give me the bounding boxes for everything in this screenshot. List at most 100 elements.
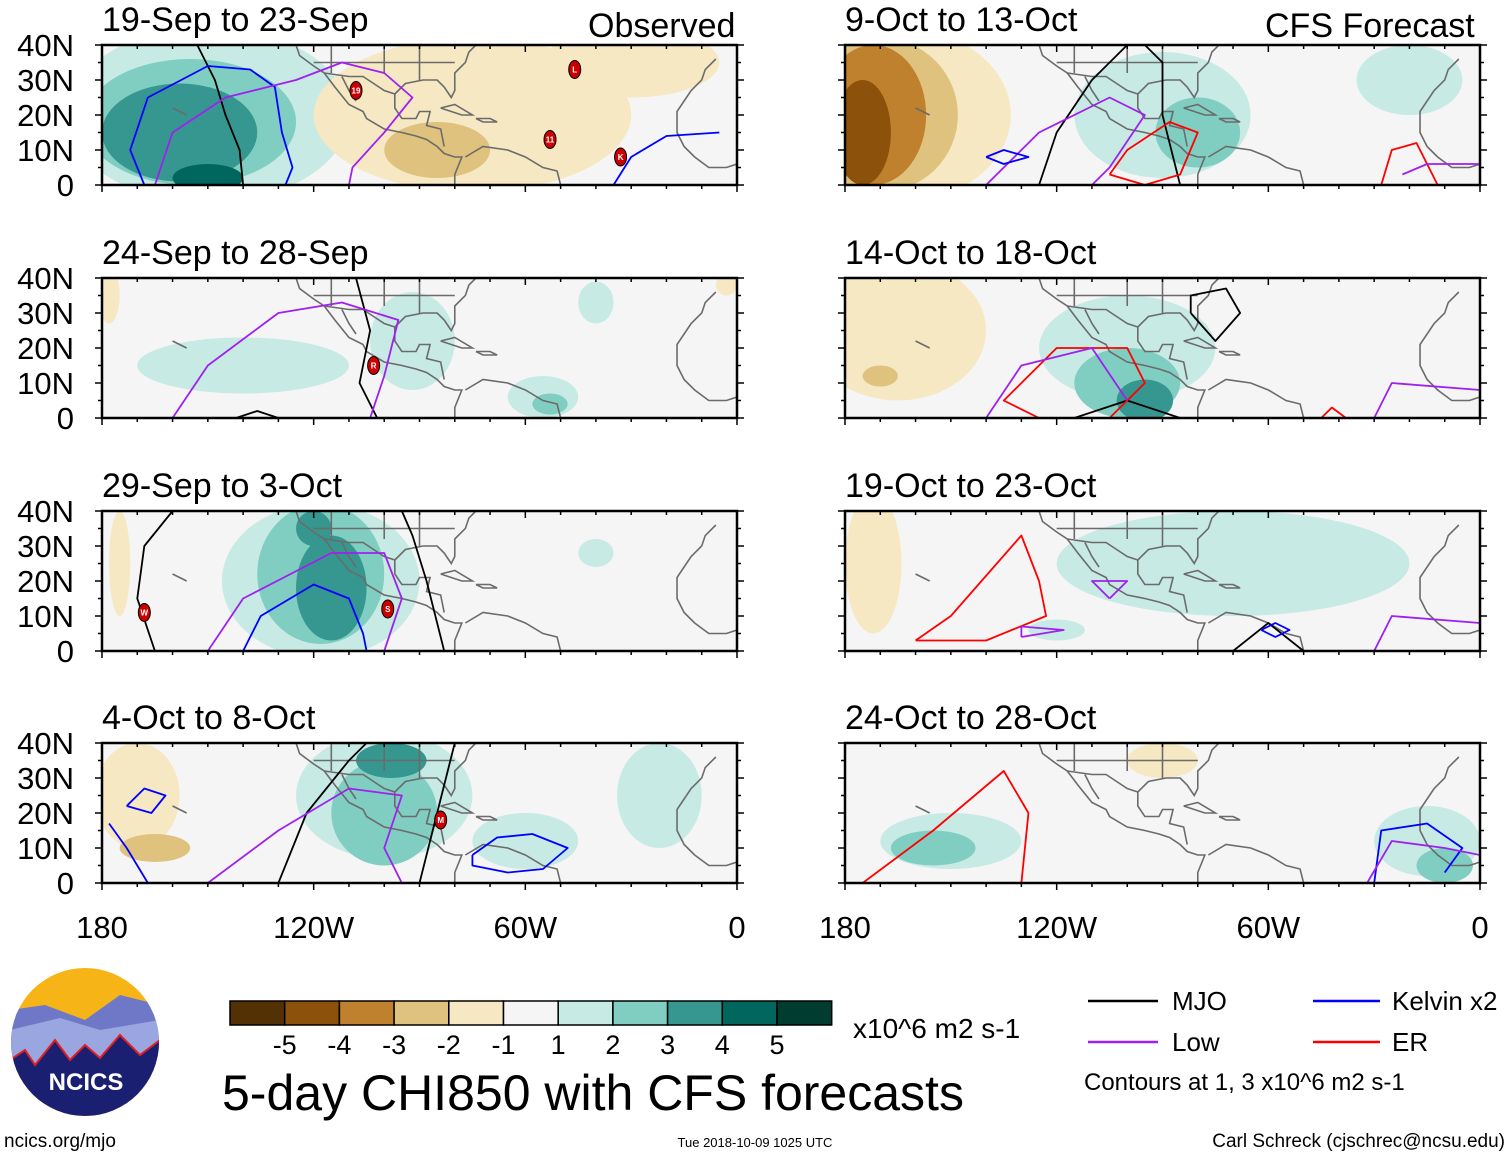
colorbar-swatch [393, 1000, 450, 1026]
colorbar-tick-label: 4 [715, 1030, 730, 1060]
contour-mjo [401, 511, 446, 651]
tropical-storm-icon: 19 [349, 81, 363, 100]
anomaly-shading [109, 511, 131, 616]
panel-title: 29-Sep to 3-Oct [102, 467, 343, 505]
colorbar-swatch [721, 1000, 778, 1026]
anomaly-shading [102, 743, 180, 848]
anomaly-shading [1416, 848, 1473, 883]
coastline [1137, 327, 1188, 380]
legend-label-mjo: MJO [1172, 986, 1227, 1016]
coastline [295, 511, 464, 651]
coastline [440, 801, 476, 814]
lon-tick-label: 0 [1471, 910, 1488, 945]
coastline [440, 569, 476, 582]
panel-title: 19-Sep to 23-Sep [102, 1, 369, 39]
panel-title: 14-Oct to 18-Oct [845, 234, 1097, 272]
coastline [394, 743, 477, 798]
coastline [475, 815, 498, 821]
coastline [394, 560, 445, 613]
lat-tick-label: 0 [57, 634, 74, 669]
lat-tick-label: 30N [17, 761, 74, 796]
anomaly-shading [578, 281, 614, 324]
contour-mjo [1189, 287, 1242, 342]
anomaly-shading [862, 365, 898, 387]
contour-kelvin [471, 833, 569, 874]
colorbar-swatch [776, 1000, 833, 1026]
contour-er [1002, 347, 1146, 418]
coastline [1067, 538, 1139, 561]
lon-tick-label: 120W [273, 910, 355, 945]
coastline [915, 573, 931, 582]
lon-tick-label: 0 [728, 910, 745, 945]
coastline [1084, 76, 1100, 102]
coastline [1207, 145, 1305, 185]
storm-label: W [141, 609, 149, 618]
contour-kelvin [985, 149, 1030, 165]
coastline [915, 340, 931, 349]
anomaly-shading [102, 83, 258, 182]
panel-title: 24-Sep to 28-Sep [102, 234, 369, 272]
coastline [324, 72, 396, 95]
lat-tick-label: 30N [17, 63, 74, 98]
coastline [1207, 843, 1305, 883]
coastline [1038, 511, 1207, 651]
colorbar-tick-label: -2 [437, 1030, 461, 1060]
lat-tick-label: 40N [17, 28, 74, 63]
contour-low [1091, 580, 1129, 600]
coastline [676, 524, 737, 635]
map-panel: 9-Oct to 13-Oct [838, 1, 1487, 192]
coastline [341, 542, 357, 568]
coastline [1084, 542, 1100, 568]
colorbar-swatch [448, 1000, 505, 1026]
anomaly-shading [331, 760, 438, 866]
coastline [1183, 801, 1219, 814]
contour-kelvin [108, 822, 149, 883]
lat-tick-label: 40N [17, 726, 74, 761]
lat-tick-label: 20N [17, 98, 74, 133]
coastline [676, 58, 737, 169]
contour-low [1402, 163, 1480, 176]
colorbar-tick-label: 1 [551, 1030, 566, 1060]
coastline [475, 583, 498, 589]
anomaly-shading [890, 830, 976, 866]
tropical-storm-icon: S [381, 599, 395, 619]
coastline [1419, 524, 1480, 635]
footer-author: Carl Schreck (cjschrec@ncsu.edu) [1212, 1131, 1505, 1152]
coastline [1419, 58, 1480, 169]
coastline [1183, 103, 1219, 116]
contour-er [1108, 121, 1199, 185]
coastline [172, 107, 188, 116]
anomaly-shading [472, 813, 579, 869]
coastline [1218, 350, 1241, 356]
coastline [341, 309, 357, 335]
map-panels: 19-Sep to 23-Sep19L11K40N30N20N10N024-Se… [17, 1, 1487, 901]
storm-label: 19 [352, 87, 361, 96]
coastline [1207, 378, 1305, 418]
colorbar-units: x10^6 m2 s-1 [853, 1013, 1020, 1044]
contour-mjo [1232, 622, 1305, 651]
figure-title: 5-day CHI850 with CFS forecasts [222, 1065, 964, 1121]
tropical-storm-icon: R [367, 356, 381, 375]
colorbar-tick-label: -5 [273, 1030, 297, 1060]
panel-title: 19-Oct to 23-Oct [845, 467, 1097, 505]
coastline [440, 103, 476, 116]
tropical-storm-icon: K [614, 147, 628, 167]
tropical-storm-icon: L [568, 60, 582, 79]
lon-tick-labels: 180 120W 60W 0 180 120W 60W 0 [76, 910, 1488, 945]
contour-kelvin [129, 65, 294, 185]
coastline [1137, 511, 1220, 566]
lon-tick-label: 120W [1016, 910, 1098, 945]
observed-label: Observed [588, 7, 735, 45]
lat-tick-label: 30N [17, 296, 74, 331]
coastline [1419, 756, 1480, 867]
contour-low [171, 301, 400, 418]
contour-kelvin [1373, 822, 1464, 883]
map-panel: 24-Oct to 28-Oct [838, 699, 1487, 890]
anomaly-shading [617, 743, 702, 848]
coastline [676, 756, 737, 867]
coastline [1419, 291, 1480, 402]
contour-note: Contours at 1, 3 x10^6 m2 s-1 [1084, 1069, 1405, 1096]
panel-title: 4-Oct to 8-Oct [102, 699, 316, 737]
colorbar-tick-label: -1 [491, 1030, 515, 1060]
